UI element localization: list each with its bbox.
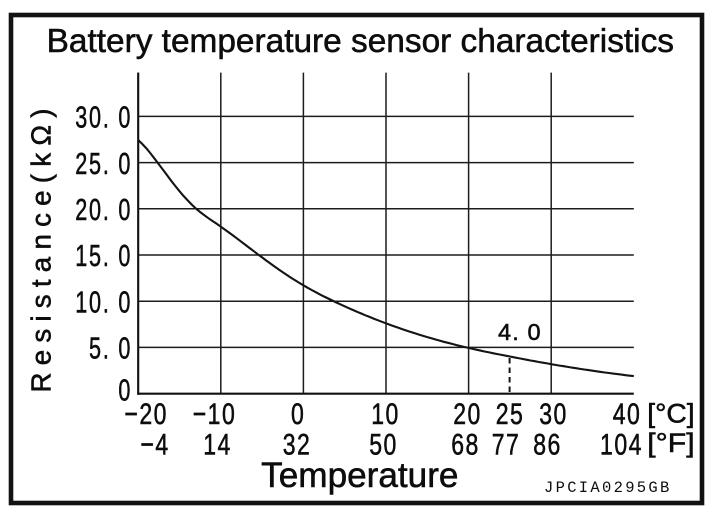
- svg-text:10. 0: 10. 0: [75, 285, 132, 320]
- svg-text:15. 0: 15. 0: [75, 238, 132, 273]
- svg-text:10: 10: [371, 397, 400, 431]
- svg-text:86: 86: [533, 427, 562, 461]
- svg-text:−20: −20: [124, 397, 168, 431]
- svg-text:30. 0: 30. 0: [75, 100, 132, 135]
- svg-text:50: 50: [369, 427, 398, 461]
- svg-text:Battery temperature sensor cha: Battery temperature sensor characteristi…: [47, 23, 674, 60]
- svg-text:68: 68: [451, 427, 480, 461]
- svg-text:5. 0: 5. 0: [89, 331, 132, 366]
- svg-text:Resistance(kΩ): Resistance(kΩ): [26, 109, 57, 393]
- svg-text:104: 104: [600, 427, 643, 461]
- svg-text:20. 0: 20. 0: [75, 192, 132, 227]
- svg-text:14: 14: [203, 427, 232, 461]
- svg-text:40: 40: [613, 397, 642, 431]
- svg-text:[°C]: [°C]: [647, 398, 694, 428]
- svg-text:−10: −10: [193, 397, 237, 431]
- svg-text:25: 25: [496, 397, 525, 431]
- svg-text:20: 20: [453, 397, 482, 431]
- svg-text:JPCIA0295GB: JPCIA0295GB: [544, 479, 672, 497]
- svg-text:0: 0: [118, 373, 132, 408]
- svg-text:77: 77: [492, 427, 521, 461]
- svg-text:30: 30: [539, 397, 568, 431]
- svg-text:0: 0: [291, 397, 305, 431]
- svg-text:32: 32: [283, 427, 312, 461]
- svg-text:25. 0: 25. 0: [75, 146, 132, 181]
- svg-text:[°F]: [°F]: [647, 428, 694, 458]
- svg-text:4. 0: 4. 0: [498, 319, 541, 345]
- svg-text:Temperature: Temperature: [261, 456, 458, 495]
- svg-text:−4: −4: [140, 427, 169, 461]
